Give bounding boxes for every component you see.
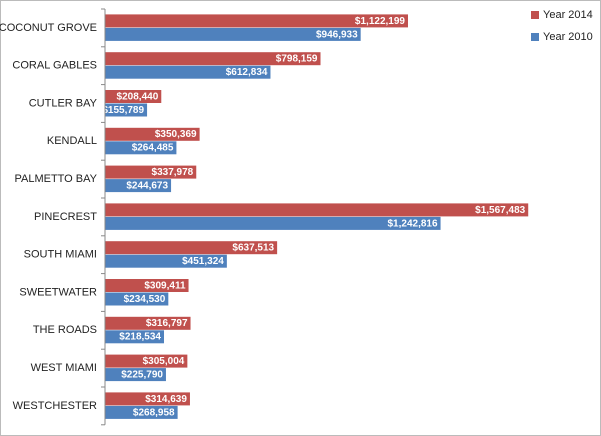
value-label: $314,639: [145, 394, 187, 405]
bar: [105, 254, 227, 268]
value-label: $637,513: [232, 243, 274, 254]
bar: [105, 14, 408, 28]
bar: [105, 165, 197, 179]
value-label: $451,324: [182, 256, 224, 267]
bar: [105, 52, 321, 66]
bar: [105, 405, 178, 419]
bar: [105, 216, 441, 230]
y-tick-label: KENDALL: [47, 135, 97, 147]
bar: [105, 368, 166, 382]
value-label: $305,004: [143, 356, 185, 367]
value-label: $155,789: [102, 105, 144, 116]
bar: [105, 127, 200, 141]
value-label: $612,834: [226, 67, 268, 78]
value-label: $337,978: [152, 167, 194, 178]
y-tick-label: WESTCHESTER: [13, 400, 97, 412]
y-tick-label: WEST MIAMI: [31, 362, 97, 374]
bar: [105, 354, 188, 368]
value-label: $264,485: [132, 143, 174, 154]
y-tick-label: PINECREST: [34, 211, 97, 223]
legend-swatch: [531, 33, 539, 41]
y-tick-label: PALMETTO BAY: [14, 173, 97, 185]
value-label: $208,440: [117, 91, 159, 102]
value-label: $268,958: [133, 407, 175, 418]
y-tick-label: SWEETWATER: [19, 286, 97, 298]
y-tick-label: CUTLER BAY: [29, 97, 98, 109]
legend-label: Year 2014: [543, 9, 593, 21]
value-label: $316,797: [146, 318, 188, 329]
y-tick-label: CORAL GABLES: [12, 60, 97, 72]
legend-swatch: [531, 11, 539, 19]
bar: [105, 241, 278, 255]
value-label: $234,530: [124, 294, 166, 305]
y-tick-label: COCONUT GROVE: [0, 22, 97, 34]
value-label: $1,122,199: [355, 16, 405, 27]
value-label: $946,933: [316, 29, 358, 40]
y-tick-label: SOUTH MIAMI: [24, 249, 97, 261]
bar: [105, 292, 169, 306]
bar: [105, 103, 148, 117]
value-label: $309,411: [144, 280, 186, 291]
bar: [105, 330, 165, 344]
bar: [105, 316, 191, 330]
y-tick-label: THE ROADS: [33, 324, 97, 336]
bar: [105, 392, 190, 406]
bar: [105, 90, 162, 103]
legend-label: Year 2010: [543, 31, 593, 43]
value-label: $225,790: [121, 369, 163, 380]
bar: [105, 141, 177, 155]
bar: [105, 27, 361, 41]
value-label: $798,159: [276, 54, 318, 65]
bar: [105, 203, 529, 217]
value-label: $218,534: [119, 332, 161, 343]
bar: [105, 279, 189, 292]
bar: [105, 65, 271, 79]
value-label: $244,673: [126, 180, 168, 191]
bar: [105, 179, 172, 193]
value-label: $1,567,483: [475, 205, 525, 216]
value-label: $1,242,816: [387, 218, 437, 229]
value-label: $350,369: [155, 129, 197, 140]
